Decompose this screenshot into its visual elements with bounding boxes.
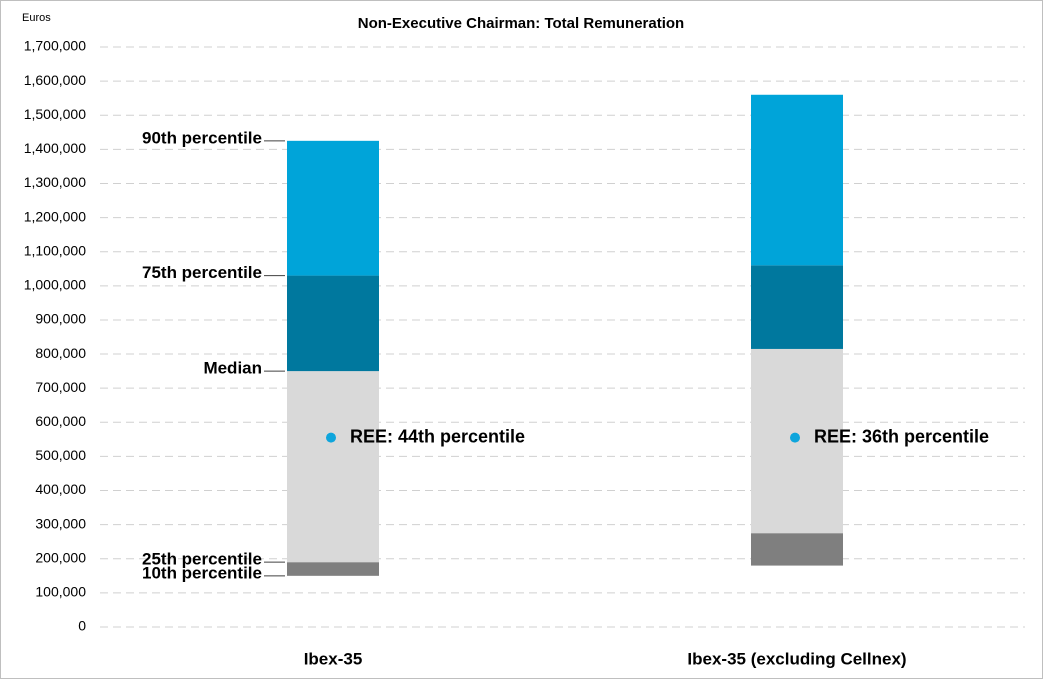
box-segment: [287, 562, 379, 576]
box-segment: [287, 275, 379, 372]
y-axis-label: Euros: [22, 12, 51, 24]
y-tick-label: 200,000: [35, 549, 86, 565]
y-tick-label: 1,300,000: [24, 174, 86, 190]
y-tick-label: 1,500,000: [24, 106, 86, 122]
box-segment: [751, 533, 843, 566]
ree-marker: [326, 432, 336, 443]
y-tick-label: 1,700,000: [24, 38, 86, 54]
percentile-annotation: 75th percentile: [142, 263, 262, 282]
percentile-annotation: Median: [203, 359, 262, 378]
y-tick-label: 0: [78, 618, 86, 634]
box-segment: [287, 140, 379, 276]
x-tick-label: Ibex-35 (excluding Cellnex): [687, 649, 906, 668]
ree-label: REE: 44th percentile: [350, 426, 525, 446]
y-tick-label: 800,000: [35, 345, 86, 361]
chart-title: Non-Executive Chairman: Total Remunerati…: [358, 15, 684, 32]
y-tick-label: 300,000: [35, 515, 86, 531]
box-segment: [751, 265, 843, 349]
y-tick-label: 600,000: [35, 413, 86, 429]
ree-marker: [790, 432, 800, 443]
y-tick-label: 100,000: [35, 584, 86, 600]
percentile-annotation: 25th percentile: [142, 550, 262, 569]
y-tick-label: 500,000: [35, 447, 86, 463]
ree-label: REE: 36th percentile: [814, 426, 989, 446]
y-tick-label: 1,400,000: [24, 140, 86, 156]
x-tick-label: Ibex-35: [304, 649, 363, 668]
percentile-annotation: 90th percentile: [142, 128, 262, 147]
y-tick-label: 1,200,000: [24, 208, 86, 224]
y-tick-label: 400,000: [35, 481, 86, 497]
percentile-annotation: 10th percentile: [142, 563, 262, 582]
y-tick-label: 700,000: [35, 379, 86, 395]
y-tick-label: 900,000: [35, 311, 86, 327]
box-segment: [751, 94, 843, 266]
y-tick-label: 1,100,000: [24, 242, 86, 258]
box-segment: [287, 371, 379, 563]
y-tick-label: 1,600,000: [24, 72, 86, 88]
y-tick-label: 1,000,000: [24, 277, 86, 293]
